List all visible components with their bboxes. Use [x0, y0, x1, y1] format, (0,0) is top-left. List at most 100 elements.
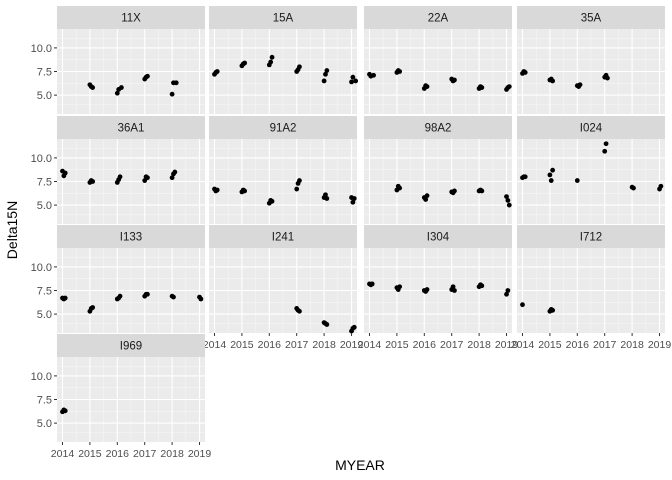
y-tick-label: 7.5	[37, 395, 52, 407]
data-point	[90, 179, 96, 184]
x-tick-label: 2015	[385, 339, 409, 351]
facet-panel-i969: I969 5.0 7.5 10.0 2014 2015 2016 2017 2018 2019	[31, 334, 212, 460]
facet-panel-i241: I241 2014 2015 2016 2017 2018 2019	[203, 225, 363, 351]
data-point	[214, 69, 220, 74]
y-axis-title: Delta15N	[4, 201, 20, 259]
x-tick-label: 2015	[78, 448, 102, 460]
facet-strip-label: I241	[272, 232, 294, 244]
data-point	[145, 291, 150, 297]
data-point	[90, 305, 96, 310]
data-point	[550, 78, 556, 84]
facet-strip	[364, 225, 512, 248]
data-point	[198, 296, 204, 302]
y-tick-label: 5.0	[37, 90, 52, 102]
data-point	[172, 169, 178, 175]
x-tick-label: 2014	[51, 448, 75, 460]
data-point	[550, 167, 556, 173]
data-point	[371, 72, 376, 78]
facet-strip	[209, 6, 357, 29]
facet-strip-label: 22A	[428, 13, 449, 25]
data-point	[452, 288, 457, 293]
facet-strip	[517, 225, 665, 248]
facet-strip-label: I712	[580, 232, 602, 244]
data-point	[522, 174, 528, 180]
facet-panel-i304: I304 2014 2015 2016 2017 2018 2019	[358, 225, 519, 351]
facet-strip	[209, 116, 357, 139]
data-point	[350, 74, 356, 80]
facet-strip-label: I969	[120, 341, 142, 353]
facet-panel-22a: 22A	[364, 6, 512, 114]
data-point	[242, 60, 248, 66]
data-point	[324, 68, 330, 73]
data-point	[550, 307, 556, 313]
data-point	[658, 183, 664, 189]
data-point	[506, 202, 512, 208]
data-point	[62, 170, 68, 176]
x-tick-label: 2018	[160, 448, 184, 460]
facet-strip-label: I133	[120, 232, 142, 244]
x-tick-label: 2019	[188, 448, 212, 460]
y-tick-label: 5.0	[37, 309, 52, 321]
data-point	[548, 178, 554, 183]
data-point	[605, 75, 610, 81]
x-tick-label: 2015	[538, 339, 562, 351]
x-tick-label: 2014	[203, 339, 227, 351]
facet-strip	[57, 225, 205, 248]
y-tick-label: 7.5	[37, 286, 52, 298]
facet-strip-label: 91A2	[270, 123, 297, 135]
data-point	[269, 198, 275, 204]
data-point	[397, 284, 403, 290]
x-tick-label: 2016	[413, 339, 437, 351]
data-point	[631, 185, 636, 191]
x-tick-label: 2018	[620, 339, 644, 351]
data-point	[214, 187, 220, 193]
data-point	[114, 90, 120, 96]
data-point	[602, 148, 608, 154]
data-point	[297, 178, 302, 183]
x-tick-label: 2017	[133, 448, 157, 460]
facet-strip	[517, 6, 665, 29]
data-point	[169, 175, 175, 181]
x-tick-label: 2019	[495, 339, 519, 351]
data-point	[117, 174, 123, 180]
x-tick-label: 2017	[593, 339, 617, 351]
facet-strip-label: 35A	[581, 13, 602, 25]
data-point	[479, 283, 485, 289]
y-tick-label: 7.5	[37, 67, 52, 79]
facet-strip	[364, 6, 512, 29]
data-point	[397, 185, 403, 191]
x-tick-label: 2017	[440, 339, 464, 351]
data-point	[268, 59, 274, 65]
data-point	[62, 295, 68, 301]
facet-panel-i133: I133 5.0 7.5 10.0	[31, 225, 205, 333]
facet-strip-label: I304	[427, 232, 450, 244]
facet-panel-36a1: 36A1 5.0 7.5 10.0	[31, 116, 205, 224]
data-point	[145, 175, 150, 181]
data-point	[351, 196, 357, 201]
data-point	[351, 324, 357, 330]
facet-strip-label: 36A1	[118, 123, 145, 135]
y-tick-label: 5.0	[37, 418, 52, 430]
x-tick-label: 2015	[230, 339, 254, 351]
data-point	[321, 78, 327, 84]
facet-strip	[517, 116, 665, 139]
x-tick-label: 2016	[106, 448, 130, 460]
data-point	[424, 287, 430, 292]
data-point	[242, 188, 248, 194]
data-point	[424, 84, 430, 90]
facet-strip-label: I024	[580, 123, 603, 135]
data-point	[603, 141, 609, 147]
data-point	[324, 322, 330, 327]
data-point	[90, 85, 96, 90]
x-axis-title: MYEAR	[335, 457, 385, 473]
data-point	[423, 197, 429, 202]
data-point	[397, 69, 403, 74]
facet-strip	[57, 6, 205, 29]
data-point	[504, 194, 509, 200]
y-tick-label: 10.0	[31, 43, 52, 55]
x-tick-label: 2014	[511, 339, 535, 351]
data-point	[145, 73, 150, 79]
x-tick-label: 2018	[312, 339, 336, 351]
